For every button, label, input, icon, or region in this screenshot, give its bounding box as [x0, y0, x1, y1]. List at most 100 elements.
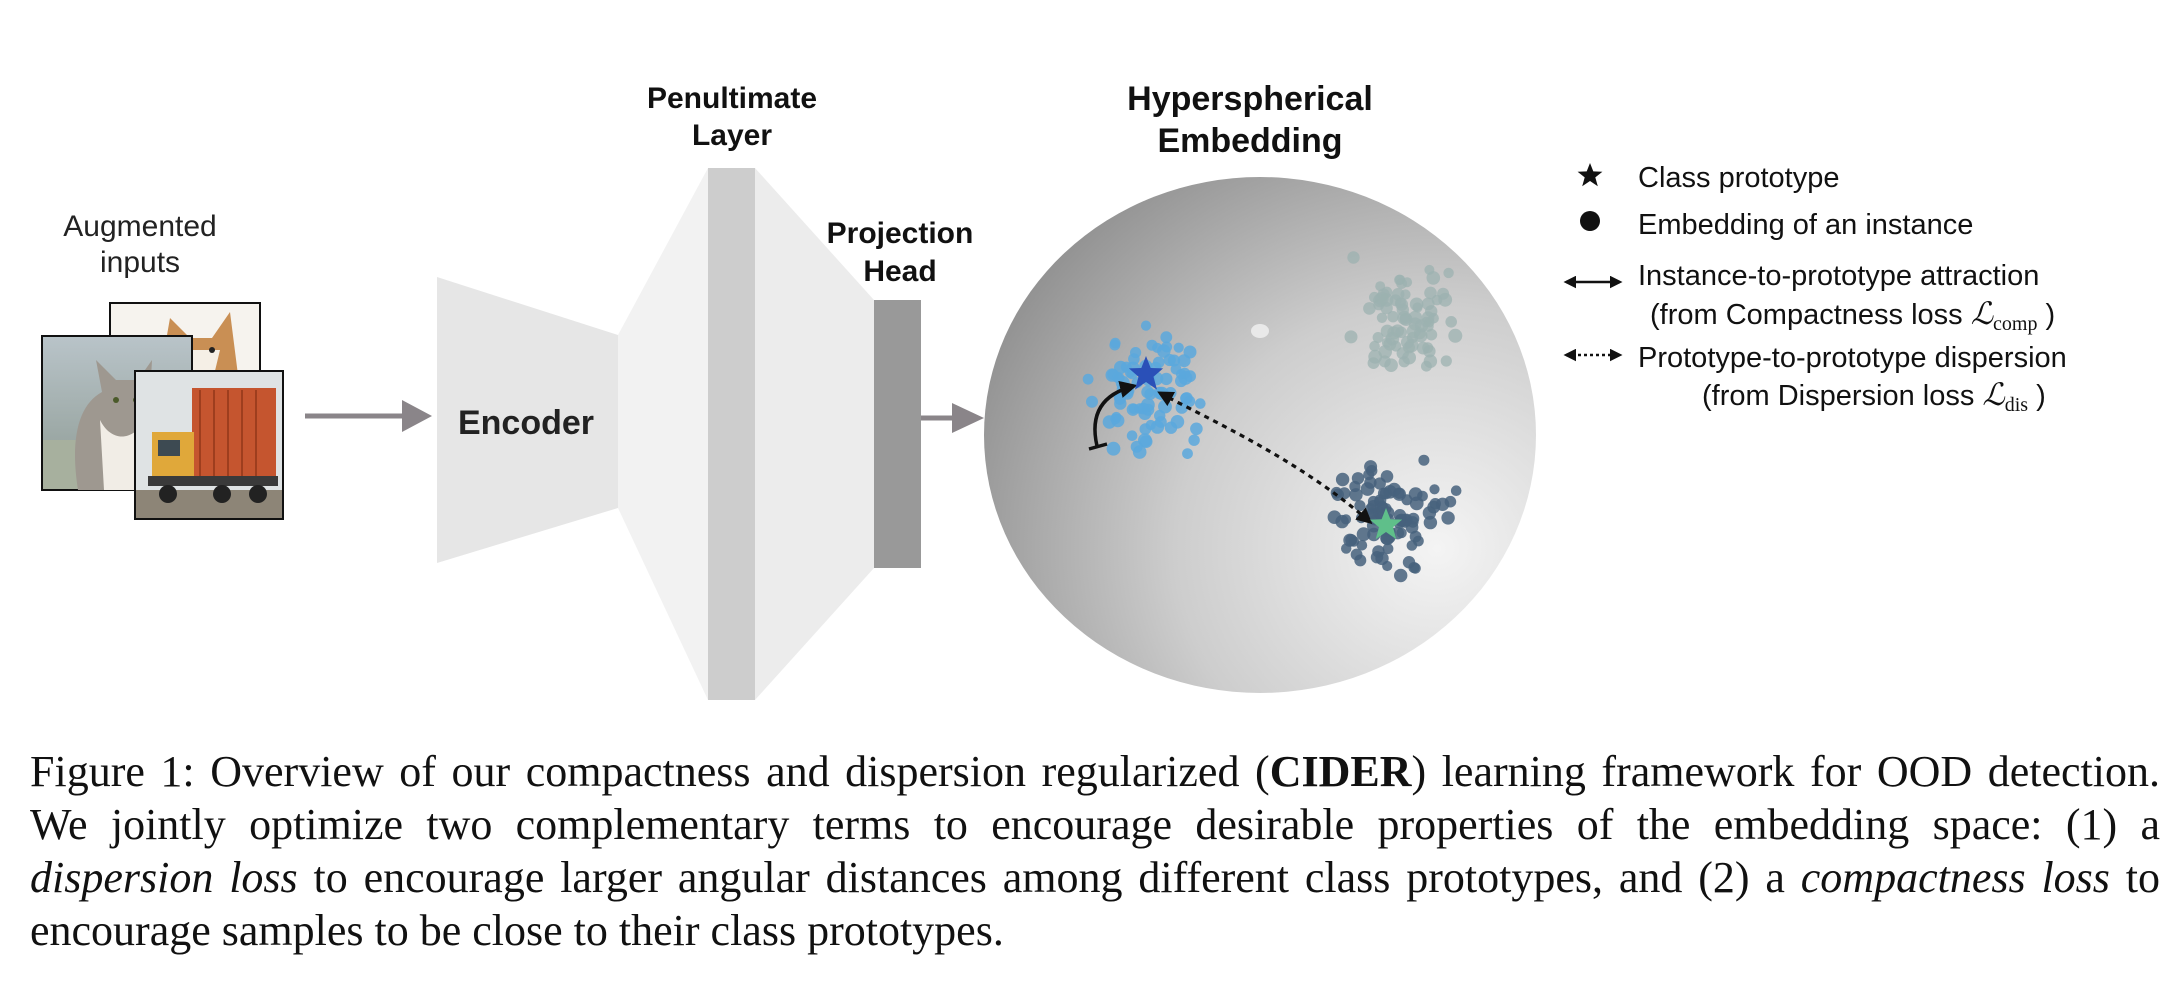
embedding-point-light-blue: [1102, 415, 1117, 429]
embedding-point-faded: [1391, 324, 1404, 338]
embedding-point-light-blue: [1137, 402, 1150, 415]
caption-text-4: to encourage samples to be close to thei…: [30, 853, 2160, 955]
caption-bold-cider: CIDER: [1269, 747, 1412, 796]
embedding-point-light-blue: [1190, 422, 1203, 436]
embedding-point-light-blue: [1170, 415, 1185, 429]
embedding-point-faded: [1448, 328, 1463, 343]
caption-italic-compactness-loss: compactness loss: [1800, 853, 2110, 902]
augmented-inputs-label: Augmented: [63, 210, 216, 243]
augmented-inputs-label-line2: inputs: [100, 246, 180, 279]
embedding-point-faded: [1421, 311, 1435, 324]
embedding-point-dark-blue: [1450, 485, 1462, 497]
embedding-point-faded: [1425, 328, 1438, 341]
attraction-arrow-tail: [1088, 442, 1108, 451]
embedding-point-light-blue: [1140, 320, 1152, 331]
embedding-title: Hyperspherical: [1127, 80, 1373, 118]
embedding-point-dark-blue: [1379, 487, 1392, 500]
embedding-point-light-blue: [1170, 363, 1182, 375]
embedding-point-light-blue: [1144, 388, 1157, 400]
embedding-point-dark-blue: [1356, 540, 1368, 551]
embedding-point-dark-blue: [1366, 465, 1378, 477]
embedding-point-light-blue: [1158, 399, 1172, 414]
embedding-point-light-blue: [1180, 392, 1193, 405]
embedding-point-light-blue: [1114, 397, 1127, 410]
embedding-point-dark-blue: [1407, 512, 1420, 525]
embedding-point-light-blue: [1177, 354, 1191, 368]
head-to-embedding-arrowhead: [952, 403, 984, 433]
legend-dot-icon: [1580, 211, 1600, 231]
embedding-point-dark-blue: [1349, 480, 1361, 493]
embedding-point-light-blue: [1160, 372, 1173, 386]
embedding-point-dark-blue: [1382, 543, 1394, 555]
penultimate-layer-block: [708, 168, 755, 700]
embedding-title-line2: Embedding: [1157, 122, 1342, 160]
encoder-expansion-left: [618, 168, 708, 700]
legend-attraction: Instance-to-prototype attraction: [1638, 260, 2039, 292]
embedding-point-dark-blue: [1354, 500, 1366, 512]
dispersion-arrow: [1157, 391, 1373, 525]
embedding-point-faded: [1347, 251, 1360, 264]
embedding-point-faded: [1424, 286, 1437, 300]
embedding-point-dark-blue: [1380, 470, 1394, 483]
embedding-point-faded: [1424, 264, 1435, 275]
embedding-point-faded: [1416, 341, 1430, 355]
hypersphere-highlight: [1251, 324, 1269, 338]
embedding-point-faded: [1369, 340, 1380, 352]
embedding-point-dark-blue: [1429, 484, 1440, 495]
cider-diagram: Augmented inputs Encoder: [41, 80, 2067, 700]
embedding-point-faded: [1383, 337, 1397, 351]
embedding-point-light-blue: [1146, 339, 1158, 351]
hypersphere: [984, 177, 1536, 693]
embedding-point-light-blue: [1173, 342, 1184, 353]
input-to-encoder-arrowhead: [402, 400, 432, 432]
penultimate-layer-label-line2: Layer: [692, 119, 772, 152]
embedding-point-dark-blue: [1394, 568, 1408, 583]
legend-star-icon: [1577, 163, 1603, 187]
embedding-point-faded: [1445, 316, 1457, 328]
embedding-point-faded: [1391, 288, 1405, 301]
attraction-arrow: [1093, 380, 1138, 447]
projection-head-label: Projection: [827, 217, 974, 250]
embedding-point-light-blue: [1126, 430, 1138, 442]
embedding-point-dark-blue: [1418, 454, 1430, 466]
embedding-point-light-blue: [1195, 398, 1206, 409]
embedding-point-dark-blue: [1402, 556, 1416, 569]
embedding-point-faded: [1443, 267, 1454, 279]
embedding-point-faded: [1396, 303, 1410, 316]
embedding-point-faded: [1406, 332, 1419, 344]
encoder-label: Encoder: [458, 404, 594, 442]
encoder-expansion-right: [755, 168, 874, 700]
embedding-point-dark-blue: [1441, 511, 1455, 525]
embedding-point-dark-blue: [1422, 506, 1437, 520]
embedding-point-light-blue: [1086, 395, 1098, 408]
embedding-point-light-blue: [1130, 440, 1143, 453]
embedding-point-light-blue: [1155, 416, 1167, 428]
embedding-point-light-blue: [1182, 448, 1193, 459]
encoder-block: [437, 277, 618, 563]
embedding-point-faded: [1368, 349, 1383, 364]
caption-text-2: ) learning framework for OOD detection. …: [30, 747, 2160, 849]
embedding-point-light-blue: [1145, 419, 1156, 431]
caption-italic-dispersion-loss: dispersion loss: [30, 853, 298, 902]
embedding-point-light-blue: [1179, 367, 1191, 379]
legend-attraction-source: (from Compactness loss ℒcomp ): [1650, 296, 2055, 335]
caption-label: Figure 1:: [30, 747, 195, 796]
embedding-point-dark-blue: [1382, 560, 1393, 572]
embedding-point-faded: [1396, 278, 1407, 289]
embedding-point-faded: [1421, 360, 1432, 372]
embedding-point-dark-blue: [1340, 514, 1352, 525]
embedding-point-faded: [1375, 292, 1389, 306]
embedding-point-light-blue: [1160, 331, 1173, 344]
caption-text-1: Overview of our compactness and dispersi…: [210, 747, 1270, 796]
embedding-point-light-blue: [1157, 344, 1171, 358]
embedding-point-faded: [1344, 330, 1358, 344]
embedding-point-faded: [1398, 356, 1410, 368]
embedding-point-dark-blue: [1345, 534, 1358, 546]
embedding-point-dark-blue: [1335, 472, 1350, 487]
class-prototype-green-star: [1369, 508, 1403, 540]
embedding-point-light-blue: [1188, 434, 1200, 446]
projection-head-label-line2: Head: [863, 255, 936, 288]
embedding-point-faded: [1412, 302, 1423, 313]
embedding-point-faded: [1372, 332, 1384, 343]
legend: Class prototype Embedding of an instance…: [1563, 162, 2067, 416]
